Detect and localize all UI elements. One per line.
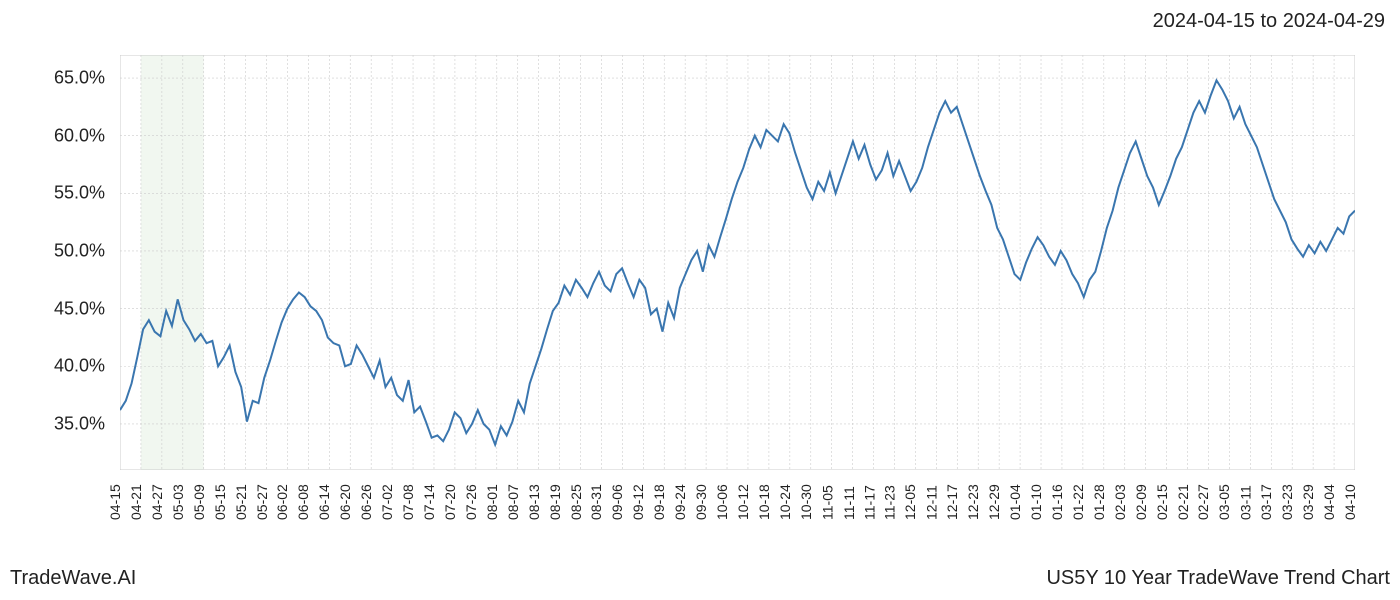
brand-label: TradeWave.AI [10, 567, 136, 590]
x-tick-label: 09-18 [651, 484, 667, 520]
x-tick-label: 02-09 [1133, 484, 1149, 520]
x-tick-label: 04-27 [149, 484, 165, 520]
y-tick-label: 40.0% [0, 356, 105, 377]
x-tick-label: 03-05 [1217, 484, 1233, 520]
x-tick-label: 02-03 [1112, 484, 1128, 520]
x-tick-label: 04-21 [128, 484, 144, 520]
x-tick-label: 02-21 [1175, 484, 1191, 520]
highlight-band [141, 55, 204, 470]
x-tick-label: 07-26 [463, 484, 479, 520]
x-tick-label: 12-29 [986, 484, 1002, 520]
x-tick-label: 08-01 [484, 484, 500, 520]
x-tick-label: 09-06 [609, 484, 625, 520]
x-tick-label: 09-30 [693, 484, 709, 520]
x-tick-label: 03-29 [1300, 484, 1316, 520]
x-tick-label: 07-08 [400, 484, 416, 520]
x-tick-label: 10-12 [735, 484, 751, 520]
chart-container: 2024-04-15 to 2024-04-29 TradeWave.AI US… [0, 0, 1400, 600]
chart-title: US5Y 10 Year TradeWave Trend Chart [1046, 567, 1390, 590]
chart-svg [120, 55, 1355, 470]
x-tick-label: 05-03 [170, 484, 186, 520]
x-tick-label: 04-15 [107, 484, 123, 520]
x-tick-label: 08-19 [547, 484, 563, 520]
x-tick-label: 08-31 [589, 484, 605, 520]
plot-area [120, 55, 1355, 470]
x-tick-label: 09-24 [672, 484, 688, 520]
x-tick-label: 12-17 [944, 484, 960, 520]
y-tick-label: 35.0% [0, 413, 105, 434]
x-tick-label: 10-18 [756, 484, 772, 520]
x-tick-label: 03-11 [1238, 485, 1254, 520]
x-tick-label: 11-17 [861, 485, 877, 520]
x-tick-label: 03-17 [1258, 484, 1274, 520]
y-tick-label: 65.0% [0, 68, 105, 89]
x-tick-label: 01-10 [1028, 484, 1044, 520]
x-tick-label: 07-20 [442, 484, 458, 520]
x-tick-label: 10-06 [714, 484, 730, 520]
series-line [120, 80, 1355, 444]
y-tick-label: 55.0% [0, 183, 105, 204]
x-tick-label: 12-05 [903, 484, 919, 520]
x-tick-label: 11-05 [819, 485, 835, 520]
x-tick-label: 08-25 [568, 484, 584, 520]
y-tick-label: 60.0% [0, 125, 105, 146]
x-tick-label: 04-10 [1342, 484, 1358, 520]
x-tick-label: 10-24 [777, 484, 793, 520]
date-range-label: 2024-04-15 to 2024-04-29 [1153, 10, 1385, 33]
x-tick-label: 01-16 [1049, 484, 1065, 520]
x-tick-label: 08-07 [505, 484, 521, 520]
x-tick-label: 07-14 [421, 484, 437, 520]
x-tick-label: 01-22 [1070, 484, 1086, 520]
y-tick-label: 45.0% [0, 298, 105, 319]
y-tick-label: 50.0% [0, 240, 105, 261]
x-tick-label: 05-09 [191, 484, 207, 520]
x-tick-label: 04-04 [1321, 484, 1337, 520]
x-tick-label: 05-15 [212, 484, 228, 520]
x-tick-label: 06-26 [358, 484, 374, 520]
x-tick-label: 10-30 [798, 484, 814, 520]
x-tick-label: 05-21 [233, 484, 249, 520]
x-tick-label: 02-15 [1154, 484, 1170, 520]
x-tick-label: 08-13 [526, 484, 542, 520]
x-tick-label: 11-11 [841, 486, 857, 520]
x-tick-label: 06-02 [275, 484, 291, 520]
x-tick-label: 01-28 [1091, 484, 1107, 520]
x-tick-label: 09-12 [630, 484, 646, 520]
x-tick-label: 06-14 [316, 484, 332, 520]
x-tick-label: 01-04 [1007, 484, 1023, 520]
x-tick-label: 12-11 [924, 485, 940, 520]
x-tick-label: 06-08 [295, 484, 311, 520]
x-tick-label: 12-23 [965, 484, 981, 520]
x-tick-label: 02-27 [1196, 484, 1212, 520]
axis-border [120, 55, 1355, 470]
x-tick-label: 11-23 [882, 485, 898, 520]
x-tick-label: 03-23 [1279, 484, 1295, 520]
x-tick-label: 06-20 [337, 484, 353, 520]
x-tick-label: 07-02 [379, 484, 395, 520]
x-tick-label: 05-27 [254, 484, 270, 520]
